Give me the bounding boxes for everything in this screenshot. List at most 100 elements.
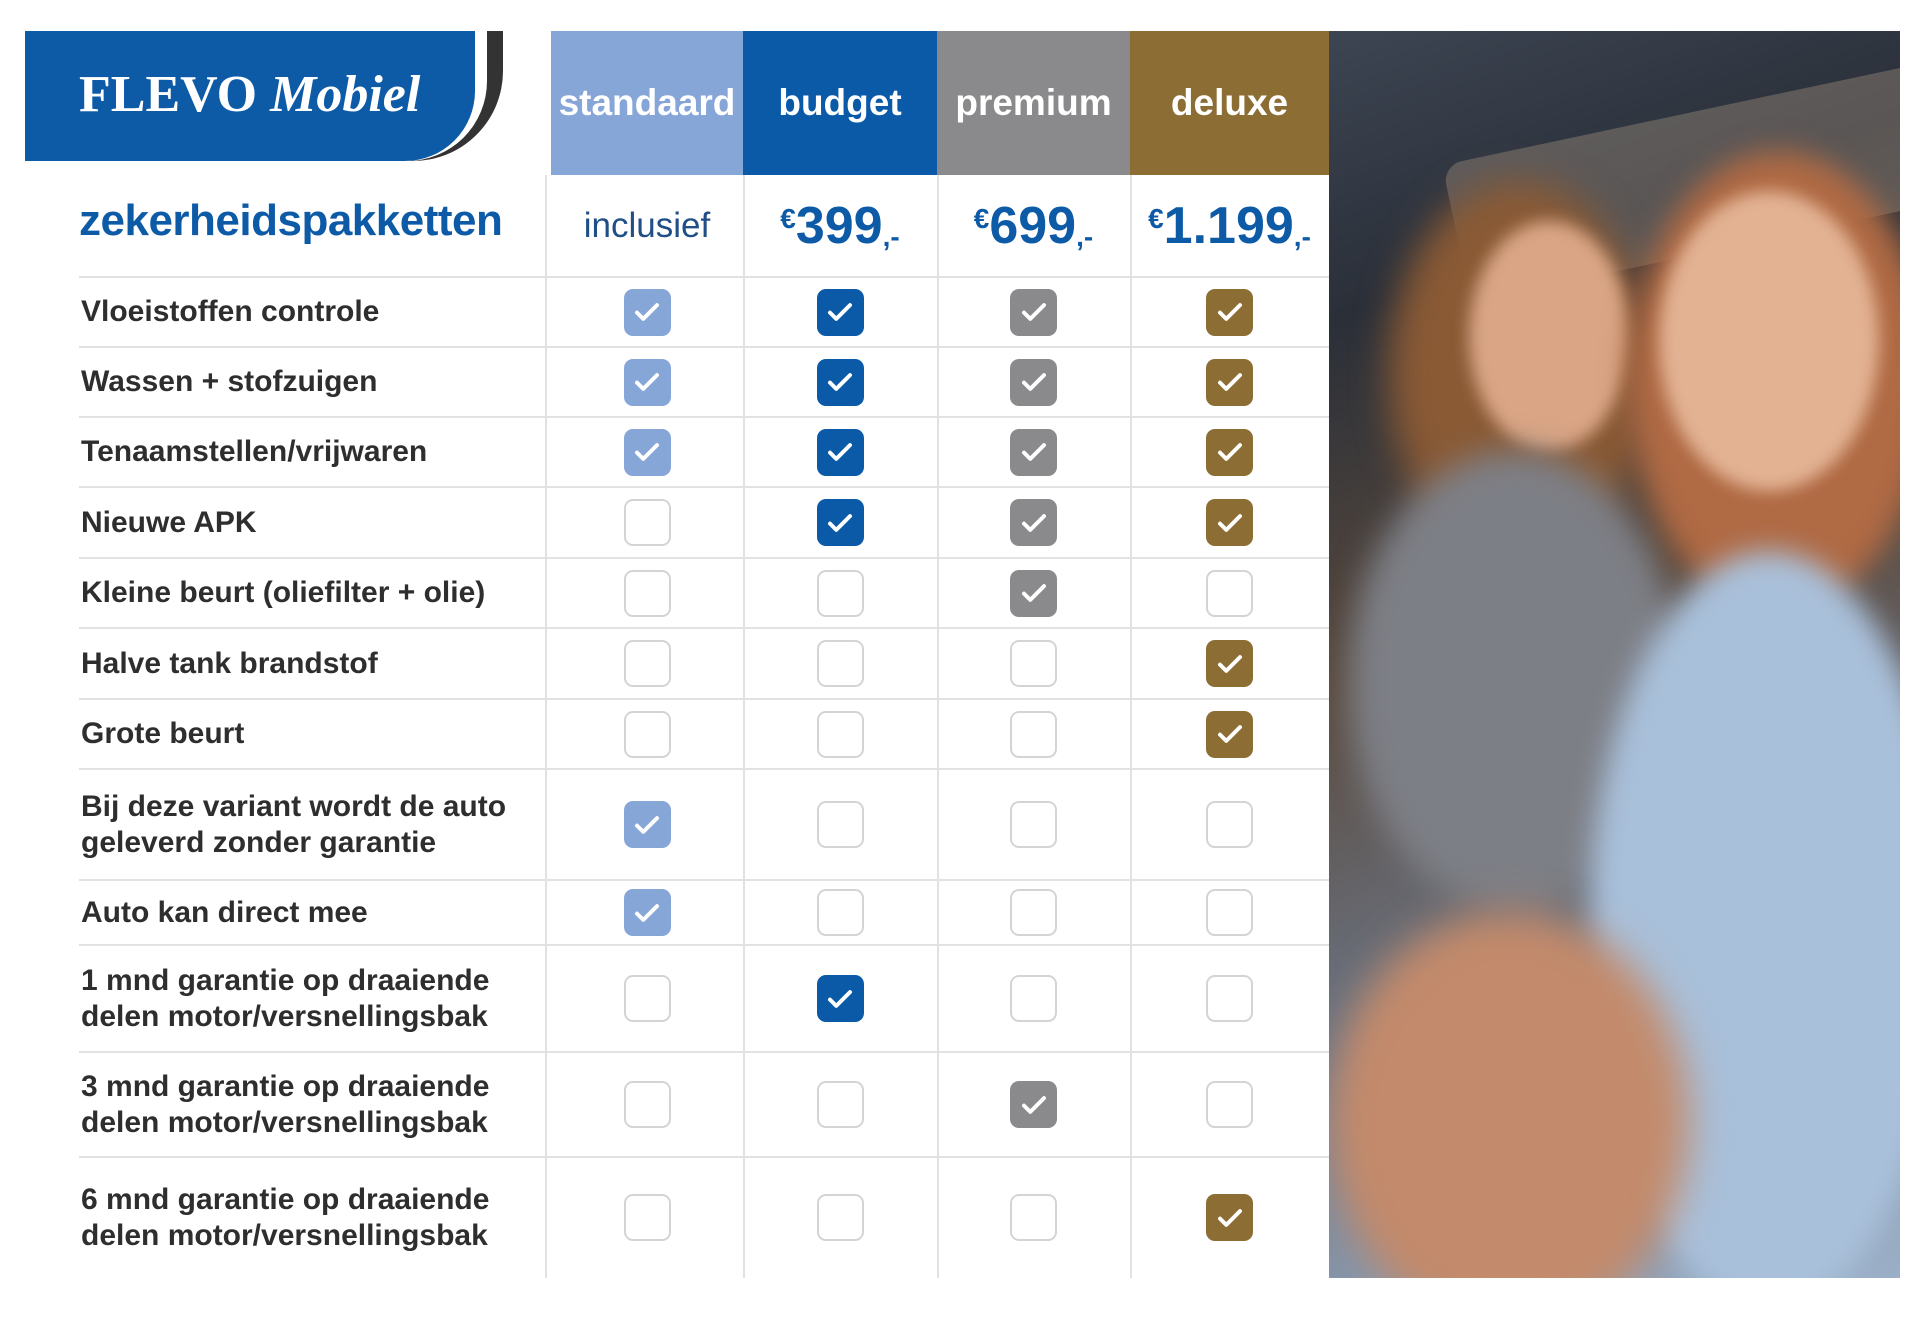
checkmark-icon: [1021, 303, 1046, 321]
checked-checkbox-deluxe: [1206, 1194, 1253, 1241]
row-divider: [79, 276, 1329, 278]
column-divider: [1130, 175, 1132, 1278]
checked-checkbox-premium: [1010, 288, 1057, 336]
feature-label: 1 mnd garantie op draaiende delen motor/…: [81, 963, 490, 1033]
checkmark-icon: [1217, 654, 1242, 673]
feature-label: Wassen + stofzuigen: [81, 365, 378, 398]
checkmark-icon: [1217, 725, 1242, 743]
row-divider: [79, 879, 1329, 881]
row-divider: [79, 346, 1329, 348]
row-divider: [79, 944, 1329, 946]
unchecked-checkbox-standaard: [623, 1081, 671, 1128]
price-currency: €: [780, 203, 796, 234]
unchecked-checkbox-standaard: [623, 975, 671, 1022]
package-price-standaard: inclusief: [551, 175, 743, 277]
feature-label: 3 mnd garantie op draaiende delen motor/…: [81, 1069, 490, 1139]
checked-checkbox-standaard: [623, 288, 671, 336]
checkmark-icon: [635, 373, 659, 391]
checked-checkbox-premium: [1010, 1081, 1057, 1128]
unchecked-checkbox-standaard: [623, 499, 671, 546]
row-divider: [79, 768, 1329, 770]
checked-checkbox-budget: [816, 428, 864, 476]
unchecked-checkbox-standaard: [623, 1194, 671, 1241]
checked-checkbox-standaard: [623, 358, 671, 406]
row-divider: [79, 416, 1329, 418]
checked-checkbox-deluxe: [1206, 288, 1253, 336]
checked-checkbox-budget: [816, 975, 864, 1022]
flevo-mobiel-logo: FLEVO Mobiel: [25, 31, 503, 161]
checked-checkbox-deluxe: [1206, 710, 1253, 758]
package-name: premium: [955, 82, 1112, 123]
package-price-premium: €699 ,-: [937, 175, 1130, 277]
unchecked-checkbox-budget: [816, 889, 864, 936]
checkmark-icon: [1217, 373, 1242, 391]
price-amount: 1.199: [1163, 197, 1294, 255]
row-divider: [79, 627, 1329, 629]
price-suffix: ,-: [882, 221, 900, 252]
price-currency: €: [973, 203, 990, 234]
feature-label: Kleine beurt (oliefilter + olie): [81, 576, 486, 609]
checkmark-icon: [1217, 303, 1242, 321]
brand-name-italic: Mobiel: [270, 66, 421, 123]
checkmark-icon: [635, 443, 659, 461]
checkmark-icon: [635, 903, 659, 922]
unchecked-checkbox-deluxe: [1206, 801, 1253, 848]
feature-label: 6 mnd garantie op draaiende delen motor/…: [81, 1182, 490, 1252]
feature-label: Bij deze variant wordt de auto geleverd …: [81, 789, 507, 859]
checkmark-icon: [828, 443, 852, 461]
checked-checkbox-premium: [1010, 569, 1057, 617]
checkmark-icon: [1021, 1095, 1046, 1114]
package-header-budget: budget: [743, 31, 937, 175]
checkmark-icon: [828, 373, 852, 391]
package-name: budget: [778, 82, 902, 123]
row-divider: [79, 698, 1329, 700]
checkmark-icon: [1021, 373, 1046, 391]
unchecked-checkbox-budget: [816, 801, 864, 848]
unchecked-checkbox-deluxe: [1206, 889, 1253, 936]
unchecked-checkbox-standaard: [623, 569, 671, 617]
feature-label: Vloeistoffen controle: [81, 295, 380, 328]
unchecked-checkbox-budget: [816, 710, 864, 758]
checked-checkbox-standaard: [623, 801, 671, 848]
checked-checkbox-standaard: [623, 428, 671, 476]
package-header-deluxe: deluxe: [1130, 31, 1329, 175]
unchecked-checkbox-budget: [816, 640, 864, 687]
row-divider: [79, 1156, 1329, 1158]
checkmark-icon: [1021, 443, 1046, 461]
checkmark-icon: [1217, 1208, 1242, 1227]
checked-checkbox-standaard: [623, 889, 671, 936]
checkmark-icon: [635, 303, 659, 321]
package-header-standaard: standaard: [551, 31, 743, 175]
page-title: zekerheidspakketten: [79, 196, 503, 245]
price-currency: €: [1148, 203, 1164, 234]
unchecked-checkbox-deluxe: [1206, 569, 1253, 617]
unchecked-checkbox-budget: [816, 1194, 864, 1241]
checked-checkbox-deluxe: [1206, 358, 1253, 406]
package-price-budget: €399 ,-: [743, 175, 937, 277]
package-header-premium: premium: [937, 31, 1130, 175]
unchecked-checkbox-premium: [1010, 889, 1057, 936]
column-divider: [937, 175, 939, 1278]
feature-label: Tenaamstellen/vrijwaren: [81, 435, 428, 468]
feature-label: Nieuwe APK: [81, 505, 257, 539]
price-suffix: ,-: [1293, 221, 1311, 252]
price-amount: 399: [795, 197, 883, 255]
column-divider: [545, 175, 547, 1278]
unchecked-checkbox-budget: [816, 1081, 864, 1128]
package-name: deluxe: [1170, 82, 1289, 123]
checked-checkbox-deluxe: [1206, 640, 1253, 687]
feature-label: Halve tank brandstof: [81, 646, 378, 680]
checkmark-icon: [1217, 443, 1242, 461]
price-text: inclusief: [583, 206, 711, 245]
unchecked-checkbox-deluxe: [1206, 975, 1253, 1022]
checkmark-icon: [1021, 513, 1046, 532]
checkmark-icon: [1021, 584, 1046, 602]
unchecked-checkbox-deluxe: [1206, 1081, 1253, 1128]
price-suffix: ,-: [1076, 221, 1094, 252]
checked-checkbox-budget: [816, 358, 864, 406]
feature-label: Grote beurt: [81, 717, 245, 750]
checked-checkbox-premium: [1010, 499, 1057, 546]
checked-checkbox-deluxe: [1206, 428, 1253, 476]
checkmark-icon: [828, 303, 852, 321]
feature-label: Auto kan direct mee: [81, 895, 368, 929]
